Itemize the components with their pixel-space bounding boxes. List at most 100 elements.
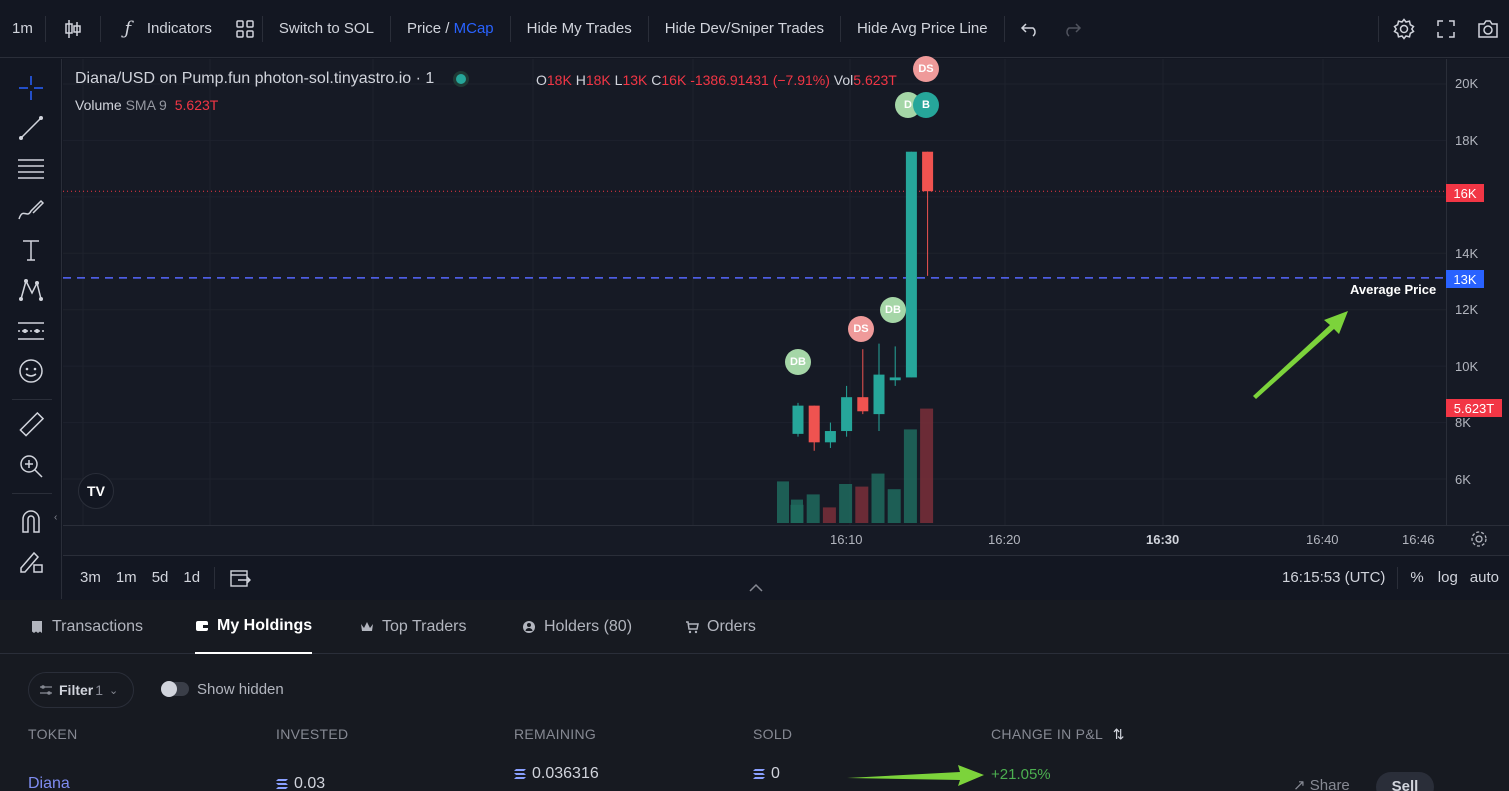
- divider: [389, 15, 391, 42]
- log-scale-toggle[interactable]: log: [1437, 569, 1458, 586]
- volume-bar: [777, 481, 789, 523]
- mcap-option[interactable]: MCap: [453, 20, 494, 37]
- dev-buy-marker[interactable]: DB: [785, 349, 811, 375]
- crosshair-tool[interactable]: [16, 73, 46, 103]
- undo-button[interactable]: [1005, 0, 1055, 58]
- candle-body: [873, 374, 885, 415]
- layouts-button[interactable]: [228, 0, 262, 58]
- ruler-icon: [19, 412, 44, 437]
- filter-count: 1: [95, 682, 104, 698]
- divider: [1003, 15, 1005, 42]
- tab-my-holdings[interactable]: My Holdings: [195, 600, 313, 654]
- fib-tool[interactable]: [16, 154, 46, 184]
- camera-icon[interactable]: [1477, 18, 1499, 40]
- utc-clock[interactable]: 16:15:53 (UTC): [1282, 569, 1386, 586]
- tab-orders[interactable]: Orders: [685, 600, 756, 654]
- lock-drawings-tool[interactable]: [16, 546, 46, 576]
- close-label: C: [651, 72, 662, 88]
- brush-icon: [18, 199, 45, 220]
- range-1m-button[interactable]: 1m: [115, 569, 137, 586]
- token-name-link[interactable]: Diana: [28, 775, 70, 791]
- high-value: 18K: [585, 72, 611, 88]
- volume-bar: [791, 499, 803, 523]
- auto-scale-toggle[interactable]: auto: [1469, 569, 1499, 586]
- last-price-tag: 16K: [1446, 184, 1484, 202]
- dev-buy-marker[interactable]: DB: [880, 297, 906, 323]
- pattern-icon: [19, 278, 43, 301]
- sort-icon[interactable]: ⇅: [1112, 726, 1125, 742]
- timerange-bar: 3m 1m 5d 1d 16:15:53 (UTC) % log auto: [63, 555, 1509, 599]
- divider: [1397, 566, 1399, 589]
- toolbar-collapse-handle[interactable]: ‹: [54, 512, 58, 523]
- column-header-sold: SOLD: [753, 726, 793, 742]
- hide-my-trades-button[interactable]: Hide My Trades: [526, 20, 632, 37]
- show-hidden-toggle[interactable]: [161, 681, 189, 697]
- range-3m-button[interactable]: 3m: [80, 569, 101, 586]
- solana-icon: [514, 768, 526, 779]
- range-5d-button[interactable]: 5d: [151, 569, 169, 586]
- function-icon: ƒ: [124, 18, 132, 39]
- time-axis[interactable]: [63, 525, 1509, 555]
- change-value: -1386.91431 (−7.91%): [690, 72, 830, 88]
- candle-body: [857, 397, 869, 412]
- price-axis[interactable]: [1446, 59, 1509, 554]
- interval-button[interactable]: 1m: [12, 20, 33, 37]
- trend-line-icon: [19, 116, 43, 140]
- zoom-tool[interactable]: [16, 451, 46, 481]
- column-header-pnl[interactable]: CHANGE IN P&L ⇅: [991, 726, 1125, 743]
- sell-button[interactable]: Sell: [1376, 772, 1434, 791]
- solana-icon: [753, 768, 765, 779]
- live-status-dot: [456, 74, 467, 84]
- volume-bar: [806, 494, 820, 523]
- y-tick-label: 10K: [1455, 359, 1479, 374]
- hide-avg-price-button[interactable]: Hide Avg Price Line: [856, 20, 988, 37]
- prediction-tool[interactable]: [16, 316, 46, 346]
- candle-body: [824, 431, 836, 443]
- magnet-icon: [22, 510, 40, 533]
- axis-settings-gear-icon[interactable]: [1470, 530, 1488, 553]
- x-tick-label: 16:40: [1306, 532, 1339, 547]
- redo-icon: [1061, 18, 1083, 40]
- tab-top-traders[interactable]: Top Traders: [360, 600, 466, 654]
- volume-bar: [920, 408, 934, 523]
- share-button[interactable]: ↗ Share: [1293, 776, 1350, 791]
- price-mcap-toggle[interactable]: Price / MCap: [391, 0, 510, 58]
- hide-dev-sniper-button[interactable]: Hide Dev/Sniper Trades: [664, 20, 824, 37]
- switch-to-sol-button[interactable]: Switch to SOL: [278, 20, 374, 37]
- invested-amount: 0.03: [294, 775, 326, 791]
- vol-label: Vol: [833, 72, 854, 88]
- close-value: 16K: [661, 72, 687, 88]
- divider: [214, 566, 216, 589]
- measure-lines-icon: [18, 322, 44, 340]
- candle-style-button[interactable]: [46, 0, 100, 58]
- icon-tool[interactable]: [16, 356, 46, 386]
- candle-body: [792, 405, 804, 434]
- x-tick-label: 16:20: [988, 532, 1021, 547]
- text-tool[interactable]: [16, 235, 46, 265]
- tab-transactions[interactable]: Transactions: [30, 600, 143, 654]
- tradingview-logo[interactable]: TV: [78, 473, 114, 509]
- settings-gear-icon[interactable]: [1393, 18, 1415, 40]
- ruler-tool[interactable]: [16, 410, 46, 440]
- brush-tool[interactable]: [16, 195, 46, 225]
- magnet-tool[interactable]: [16, 506, 46, 536]
- column-header-remaining: REMAINING: [514, 726, 597, 742]
- dev-sell-marker[interactable]: DS: [848, 316, 874, 342]
- tab-holders[interactable]: Holders (80): [522, 600, 632, 654]
- price-option[interactable]: Price: [406, 20, 442, 37]
- dev-sell-marker[interactable]: DS: [913, 56, 939, 82]
- filter-button[interactable]: Filter 1 ⌄: [28, 672, 134, 708]
- redo-button[interactable]: [1055, 0, 1089, 58]
- pattern-tool[interactable]: [16, 275, 46, 305]
- crosshair-icon: [19, 76, 43, 100]
- indicators-button[interactable]: ƒ Indicators: [101, 0, 228, 58]
- goto-date-icon[interactable]: [229, 568, 252, 588]
- buy-marker[interactable]: B: [913, 92, 939, 118]
- divider: [261, 15, 263, 42]
- range-1d-button[interactable]: 1d: [183, 569, 201, 586]
- percent-scale-toggle[interactable]: %: [1410, 569, 1424, 586]
- trend-line-tool[interactable]: [16, 113, 46, 143]
- fullscreen-icon[interactable]: [1435, 18, 1457, 40]
- chevron-up-icon[interactable]: [748, 580, 764, 598]
- chart-pane[interactable]: [63, 59, 1509, 554]
